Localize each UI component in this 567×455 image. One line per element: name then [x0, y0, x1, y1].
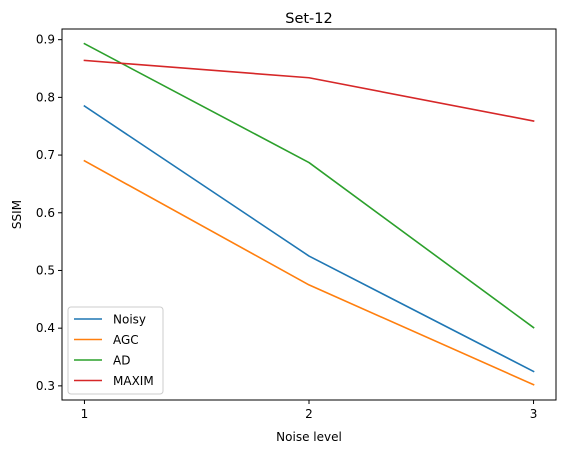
- legend-label-agc: AGC: [113, 333, 139, 347]
- legend: Noisy AGC AD MAXIM: [67, 306, 164, 395]
- legend-frame: [67, 306, 164, 395]
- x-axis-label: Noise level: [276, 430, 342, 444]
- x-axis: 1 2 3: [81, 400, 538, 421]
- y-tick-label: 0.5: [36, 263, 55, 277]
- x-tick-label: 3: [530, 407, 538, 421]
- series-line-noisy: [83, 104, 535, 373]
- y-tick-label: 0.7: [36, 148, 55, 162]
- chart-title: Set-12: [285, 11, 333, 27]
- x-tick-label: 2: [305, 407, 313, 421]
- y-tick-label: 0.6: [36, 206, 55, 220]
- y-tick-label: 0.9: [36, 33, 55, 47]
- legend-label-noisy: Noisy: [113, 313, 146, 327]
- series-line-agc: [83, 159, 535, 386]
- x-tick-label: 1: [81, 407, 89, 421]
- y-axis-label: SSIM: [10, 200, 24, 229]
- series-layer: [83, 42, 535, 386]
- y-tick-label: 0.3: [36, 379, 55, 393]
- series-line-ad: [83, 42, 535, 329]
- legend-label-maxim: MAXIM: [113, 374, 154, 388]
- legend-label-ad: AD: [113, 354, 130, 368]
- y-tick-label: 0.4: [36, 321, 55, 335]
- series-line-maxim: [83, 59, 535, 122]
- y-tick-label: 0.8: [36, 90, 55, 104]
- y-axis: 0.3 0.4 0.5 0.6 0.7 0.8 0.9: [36, 33, 62, 393]
